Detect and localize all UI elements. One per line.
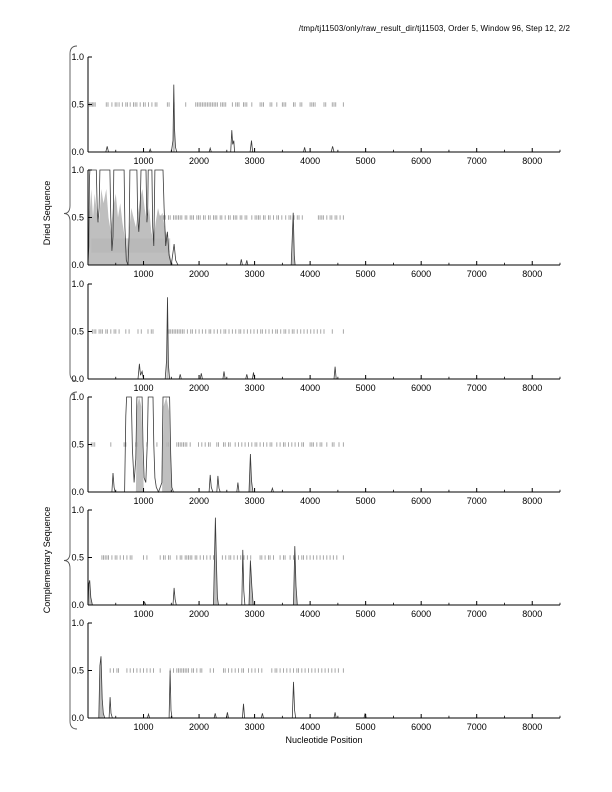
signal-fill [135,397,144,492]
y-tick-label: 0.5 [71,666,84,676]
group-brace-complementary [63,391,78,730]
x-tick-label: 3000 [245,383,265,393]
y-tick-label: 1.0 [71,505,84,515]
x-tick-label: 6000 [411,609,431,619]
x-tick-label: 5000 [356,496,376,506]
y-tick-label: 0.0 [71,374,84,384]
subplot-3: 0.0 0.5 1.0 1000 2000 3000 4000 5000 6000 7000 800… [71,279,561,393]
subplot-1: 0.0 0.5 1.0 1000 2000 3000 4000 5000 6000 7000 800… [71,52,561,166]
y-tick-label: 0.0 [71,487,84,497]
signal-line [88,656,560,719]
x-tick-label: 5000 [356,269,376,279]
signal-line [88,297,560,380]
x-tick-label: 3000 [245,609,265,619]
signal-line [88,396,560,494]
subplot-4: 0.0 0.5 1.0 1000 2000 3000 4000 5000 6000 7000 800… [71,392,561,506]
y-tick-label: 0.5 [71,440,84,450]
x-tick-label: 2000 [189,269,209,279]
y-tick-label: 0.5 [71,213,84,223]
x-tick-label: 1000 [134,722,154,732]
x-tick-label: 7000 [467,383,487,393]
rug-marks [89,102,344,107]
subplot-6: 0.0 0.5 1.0 1000 2000 3000 4000 5000 6000 7000 800… [71,618,561,732]
x-tick-label: 5000 [356,609,376,619]
x-tick-label: 2000 [189,383,209,393]
x-tick-label: 3000 [245,156,265,166]
y-tick-label: 0.0 [71,260,84,270]
x-tick-label: 6000 [411,383,431,393]
subplot-2: 0.0 0.5 1.0 1000 2000 3000 4000 5000 6000 7000 800… [71,165,561,279]
y-tick-label: 0.5 [71,327,84,337]
y-tick-label: 1.0 [71,165,84,175]
x-tick-label: 4000 [300,383,320,393]
signal-fill [88,189,174,265]
y-tick-label: 1.0 [71,618,84,628]
x-tick-label: 7000 [467,269,487,279]
x-tick-label: 5000 [356,722,376,732]
x-tick-label: 3000 [245,496,265,506]
group-brace-dried [63,45,78,382]
x-tick-label: 8000 [522,383,542,393]
signal-fill [249,457,252,492]
x-tick-label: 1000 [134,609,154,619]
y-tick-label: 1.0 [71,52,84,62]
x-tick-label: 8000 [522,156,542,166]
x-tick-label: 2000 [189,496,209,506]
x-tick-label: 6000 [411,722,431,732]
x-tick-label: 6000 [411,496,431,506]
x-tick-label: 1000 [134,156,154,166]
x-tick-label: 3000 [245,269,265,279]
signal-line [87,517,560,606]
subplot-5: 0.0 0.5 1.0 1000 2000 3000 4000 5000 6000 7000 800… [71,505,561,619]
x-tick-label: 2000 [189,609,209,619]
x-tick-label: 7000 [467,496,487,506]
x-tick-label: 6000 [411,156,431,166]
x-tick-label: 7000 [467,609,487,619]
x-tick-label: 2000 [189,722,209,732]
x-tick-label: 5000 [356,156,376,166]
x-tick-label: 6000 [411,269,431,279]
rug-marks [159,215,344,220]
y-tick-label: 0.0 [71,600,84,610]
x-tick-label: 2000 [189,156,209,166]
x-tick-label: 3000 [245,722,265,732]
rug-marks [109,668,344,673]
y-tick-label: 0.5 [71,553,84,563]
x-tick-label: 4000 [300,269,320,279]
rug-marks [91,329,344,334]
y-tick-label: 1.0 [71,392,84,402]
rug-marks [101,555,344,560]
x-tick-label: 1000 [134,496,154,506]
y-tick-label: 0.5 [71,100,84,110]
x-tick-label: 4000 [300,722,320,732]
signal-fill [162,397,173,492]
x-tick-label: 7000 [467,156,487,166]
x-tick-label: 8000 [522,722,542,732]
signal-line [88,84,560,153]
signal-fill [99,659,104,718]
x-tick-label: 8000 [522,609,542,619]
x-tick-label: 5000 [356,383,376,393]
y-tick-label: 0.0 [71,147,84,157]
x-tick-label: 8000 [522,496,542,506]
x-tick-label: 4000 [300,496,320,506]
y-tick-label: 0.0 [71,713,84,723]
x-tick-label: 8000 [522,269,542,279]
x-tick-label: 1000 [134,269,154,279]
x-tick-label: 4000 [300,156,320,166]
x-tick-label: 7000 [467,722,487,732]
x-tick-label: 1000 [134,383,154,393]
figure-title: /tmp/tj11503/only/raw_result_dir/tj11503… [298,24,570,33]
y-tick-label: 1.0 [71,279,84,289]
rug-marks [90,442,344,447]
x-tick-label: 4000 [300,609,320,619]
x-axis-label: Nucleotide Position [285,735,363,745]
